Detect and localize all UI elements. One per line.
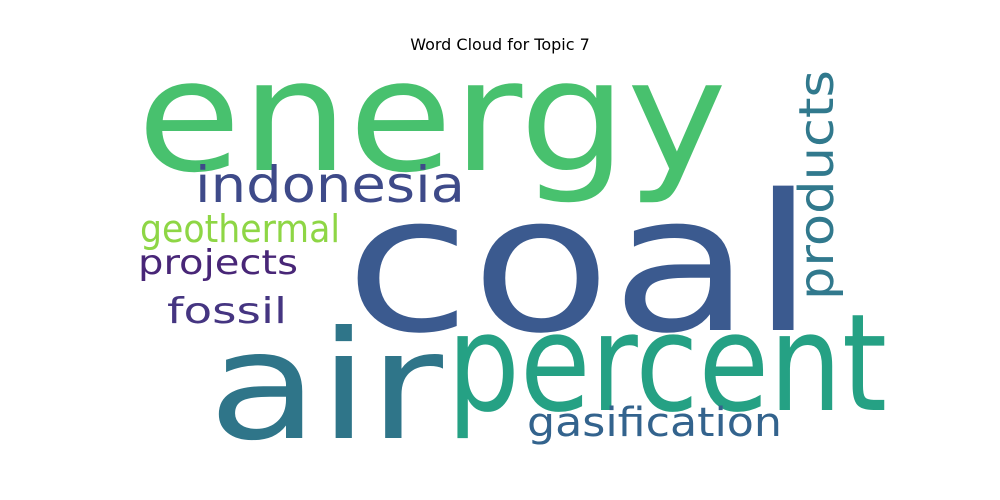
word-energy: energy: [137, 26, 727, 207]
word-percent: percent: [447, 285, 887, 442]
word-gasification: gasification: [527, 400, 782, 446]
word-fossil: fossil: [167, 291, 287, 332]
chart-title: Word Cloud for Topic 7: [410, 35, 590, 54]
word-projects: projects: [138, 243, 298, 283]
word-indonesia: indonesia: [195, 156, 465, 214]
word-geothermal: geothermal: [140, 207, 340, 251]
word-products: products: [789, 70, 845, 300]
word-air: air: [208, 300, 443, 474]
word-coal: coal: [345, 154, 815, 375]
